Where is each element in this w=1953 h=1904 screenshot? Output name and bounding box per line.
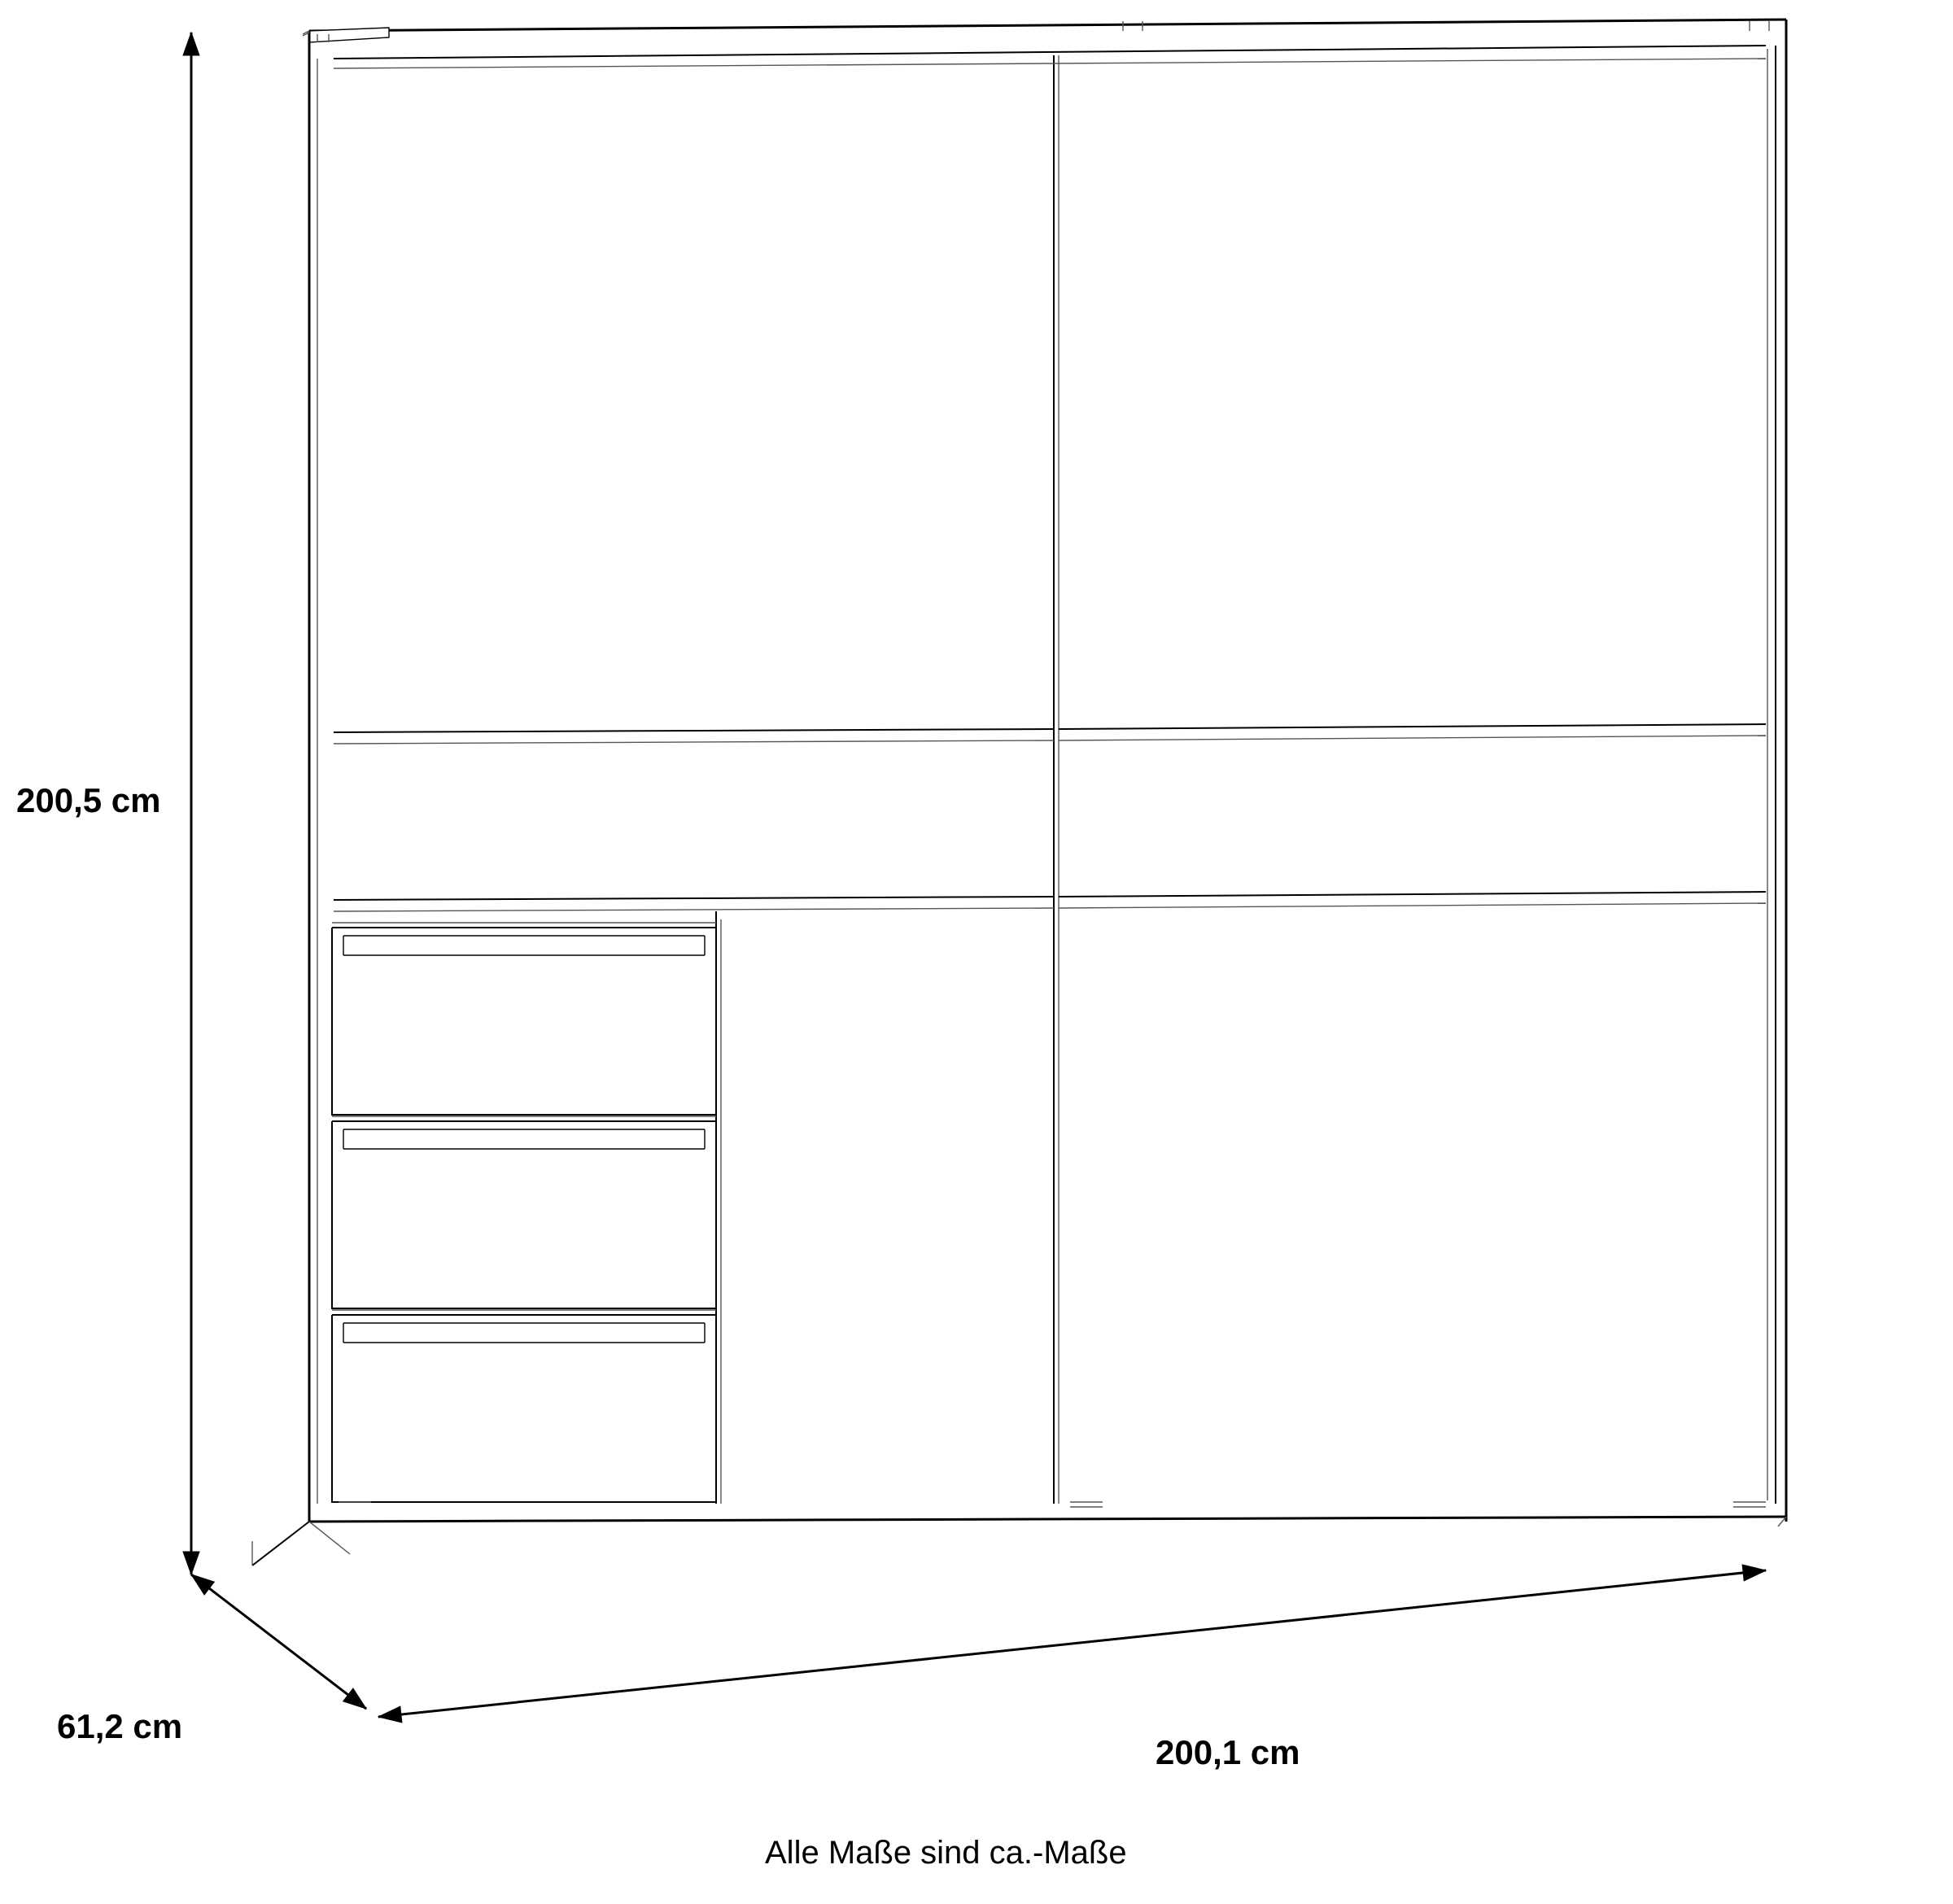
drawing-canvas: 200,5 cm 61,2 cm 200,1 cm Alle Maße sind…	[0, 0, 1953, 1904]
width-dimension-label: 200,1 cm	[1156, 1733, 1300, 1772]
height-dimension-label: 200,5 cm	[16, 781, 160, 820]
caption-text: Alle Maße sind ca.-Maße	[765, 1835, 1127, 1871]
depth-dimension-label: 61,2 cm	[57, 1707, 182, 1746]
drawing-svg	[0, 0, 1953, 1904]
